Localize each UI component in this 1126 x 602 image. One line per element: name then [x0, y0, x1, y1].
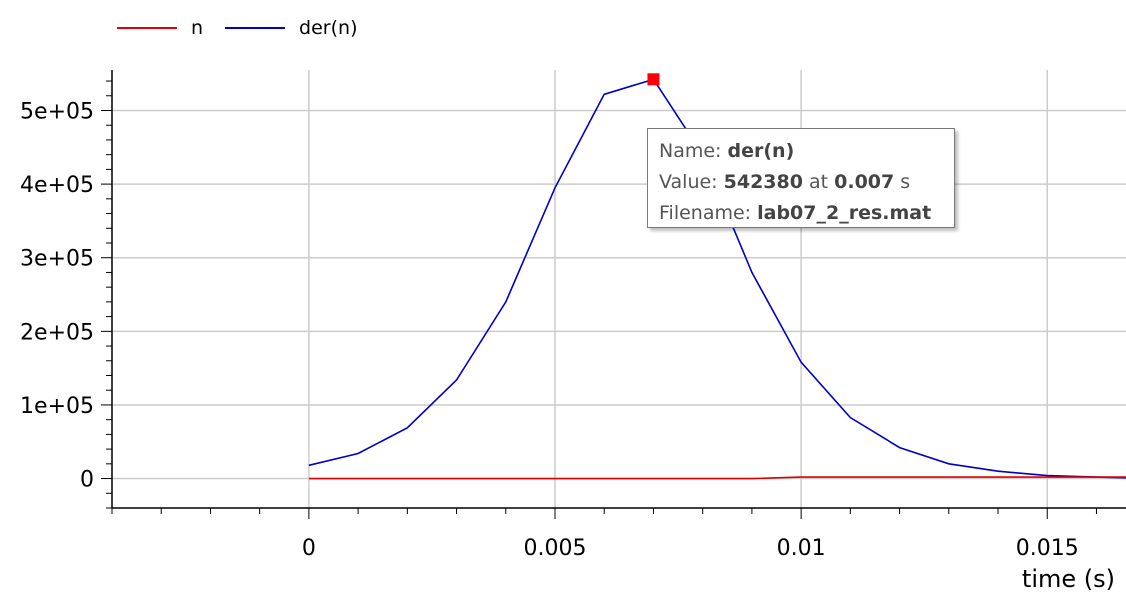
x-tick-label: 0: [302, 536, 316, 561]
tooltip-name-label: Name:: [659, 140, 722, 162]
tick-labels: 0 0.005 0.01 0.015 0 1e+05 2e+05 3e+05 4e+05 5e+0…: [20, 99, 1079, 561]
legend-item-n[interactable]: n: [117, 17, 203, 39]
legend-label-n: n: [191, 17, 204, 39]
x-axis-label: time (s): [1022, 565, 1115, 593]
series-line-n[interactable]: [308, 476, 1126, 480]
legend-swatch-n: [117, 27, 177, 29]
y-tick-label: 2e+05: [20, 320, 94, 345]
x-tick-label: 0.015: [1016, 536, 1079, 561]
tooltip-unit: s: [900, 171, 911, 193]
legend-item-der-n[interactable]: der(n): [225, 17, 357, 39]
y-tick-label: 4e+05: [20, 173, 94, 198]
tooltip-filename-value: lab07_2_res.mat: [757, 202, 932, 224]
tooltip-filename-row: Filename: lab07_2_res.mat: [659, 198, 943, 229]
tooltip-name-value: der(n): [727, 140, 795, 162]
tooltip-value-value: 542380: [723, 171, 803, 193]
y-tick-label: 3e+05: [20, 247, 94, 272]
tooltip-value-row: Value: 542380 at 0.007 s: [659, 167, 943, 198]
legend-swatch-der-n: [225, 27, 286, 29]
tooltip-at-value: 0.007: [834, 171, 895, 193]
grid: [112, 70, 1126, 508]
legend-label-der-n: der(n): [299, 17, 358, 39]
axes: [101, 70, 1126, 519]
legend: n der(n): [117, 17, 379, 39]
x-tick-label: 0.01: [777, 536, 826, 561]
value-tooltip: Name: der(n) Value: 542380 at 0.007 s Fi…: [647, 128, 955, 228]
highlight-marker[interactable]: [647, 73, 660, 86]
x-tick-label: 0.005: [524, 536, 587, 561]
tooltip-filename-label: Filename:: [659, 202, 752, 224]
y-tick-label: 5e+05: [20, 99, 94, 124]
tooltip-name-row: Name: der(n): [659, 136, 943, 167]
y-tick-label: 0: [80, 468, 94, 493]
tooltip-at-label: at: [809, 171, 829, 193]
tooltip-value-label: Value:: [659, 171, 718, 193]
highlight-marker-layer[interactable]: [647, 73, 660, 86]
y-tick-label: 1e+05: [20, 394, 94, 419]
